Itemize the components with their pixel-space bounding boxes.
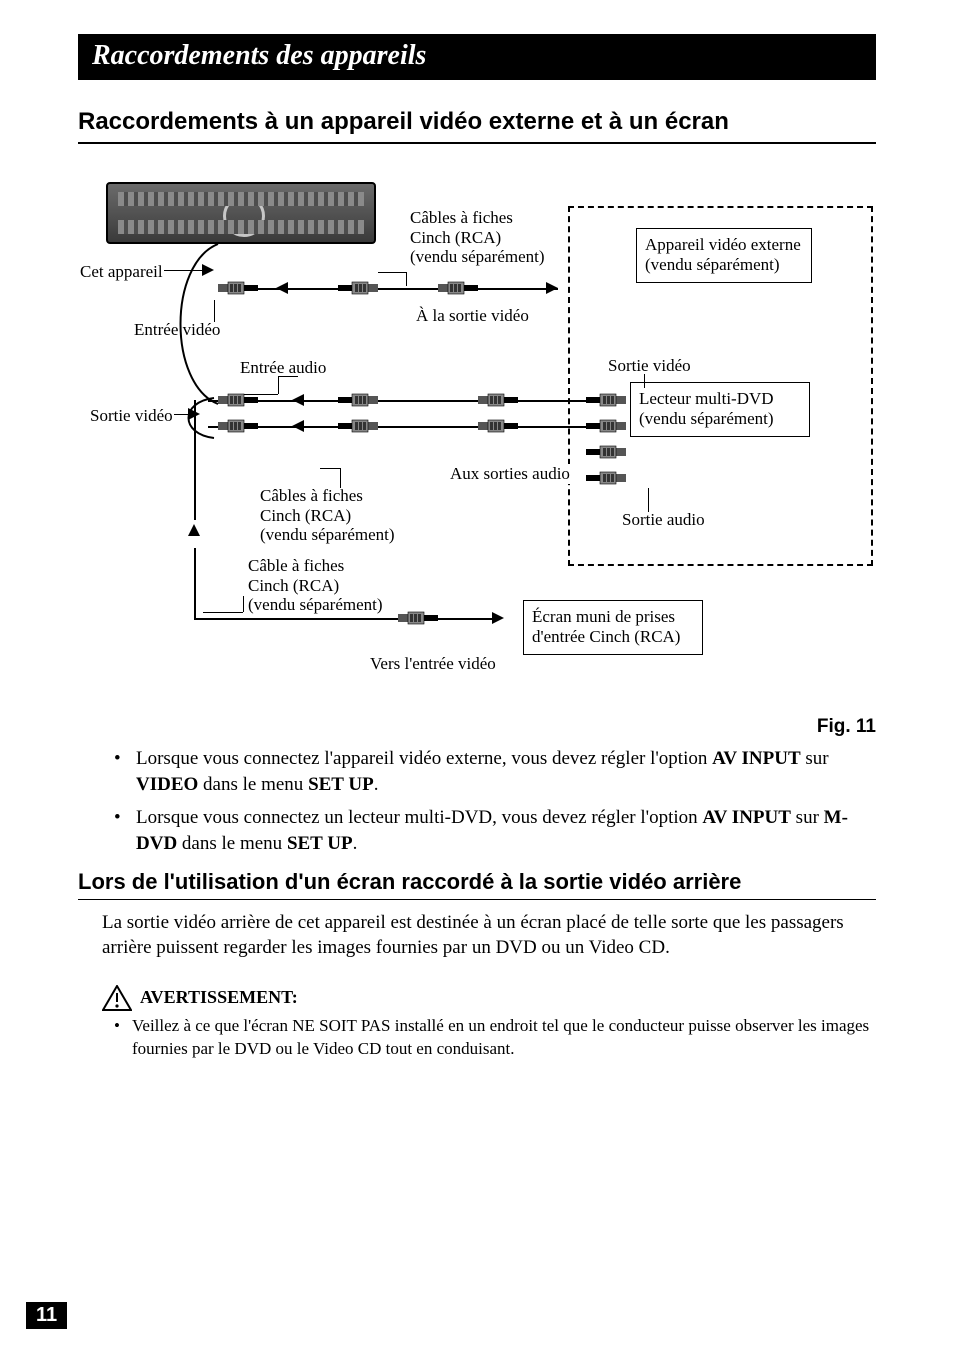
subsection-paragraph: La sortie vidéo arrière de cet appareil … — [102, 910, 876, 961]
note1-b3: SET UP — [308, 774, 374, 795]
to-audio-out-label: Aux sorties audio — [448, 464, 572, 484]
audio-out-label: Sortie audio — [620, 510, 707, 530]
warning-list: Veillez à ce que l'écran NE SOIT PAS ins… — [114, 1015, 876, 1061]
figure-caption: Fig. 11 — [78, 716, 876, 738]
warning-label: AVERTISSEMENT: — [140, 987, 298, 1008]
page-number: 11 — [26, 1302, 67, 1329]
cable-curve-2 — [174, 388, 224, 448]
rca-screen-label: Écran muni de prises d'entrée Cinch (RCA… — [532, 607, 680, 646]
external-video-label: Appareil vidéo externe (vendu séparément… — [645, 235, 801, 274]
note1-b2: VIDEO — [136, 774, 198, 795]
rca-screen-box: Écran muni de prises d'entrée Cinch (RCA… — [523, 600, 703, 655]
cable-rca-2-label: Câbles à fiches Cinch (RCA) (vendu sépar… — [258, 486, 397, 545]
header-title: Raccordements des appareils — [92, 40, 426, 71]
section-heading: Raccordements à un appareil vidéo extern… — [78, 108, 876, 144]
this-unit-label: Cet appareil — [78, 262, 165, 282]
note2-pre: Lorsque vous connectez un lecteur multi-… — [136, 807, 702, 828]
note2-b3: SET UP — [287, 833, 353, 854]
diagram: Appareil vidéo externe (vendu séparément… — [78, 168, 876, 688]
note2-b1: AV INPUT — [702, 807, 791, 828]
warning-row: AVERTISSEMENT: — [102, 985, 876, 1011]
to-video-out-label: À la sortie vidéo — [414, 306, 531, 326]
cable-rca-1-label: Câbles à fiches Cinch (RCA) (vendu sépar… — [408, 208, 547, 267]
note-item-2: Lorsque vous connectez un lecteur multi-… — [114, 805, 876, 856]
note1-b1: AV INPUT — [712, 748, 801, 769]
note2-end: . — [353, 833, 358, 854]
multi-dvd-box: Lecteur multi-DVD (vendu séparément) — [630, 382, 810, 437]
head-unit-graphic — [106, 182, 376, 244]
to-video-in-label: Vers l'entrée vidéo — [368, 654, 498, 674]
external-video-box: Appareil vidéo externe (vendu séparément… — [636, 228, 812, 283]
note2-mid: sur — [791, 807, 824, 828]
note1-pre: Lorsque vous connectez l'appareil vidéo … — [136, 748, 712, 769]
note-item-1: Lorsque vous connectez l'appareil vidéo … — [114, 746, 876, 797]
video-out-right-label: Sortie vidéo — [606, 356, 693, 376]
cable-rca-3-label: Câble à fiches Cinch (RCA) (vendu séparé… — [246, 556, 385, 615]
note1-mid2: dans le menu — [198, 774, 308, 795]
multi-dvd-label: Lecteur multi-DVD (vendu séparément) — [639, 389, 774, 428]
warning-item: Veillez à ce que l'écran NE SOIT PAS ins… — [114, 1015, 876, 1061]
warning-icon — [102, 985, 132, 1011]
note1-end: . — [374, 774, 379, 795]
subsection-heading: Lors de l'utilisation d'un écran raccord… — [78, 869, 876, 900]
notes-list: Lorsque vous connectez l'appareil vidéo … — [114, 746, 876, 857]
note1-mid: sur — [801, 748, 829, 769]
audio-in-label: Entrée audio — [238, 358, 328, 378]
page: Raccordements des appareils Raccordement… — [0, 0, 954, 1355]
note2-mid2: dans le menu — [177, 833, 287, 854]
header-bar: Raccordements des appareils — [78, 34, 876, 80]
